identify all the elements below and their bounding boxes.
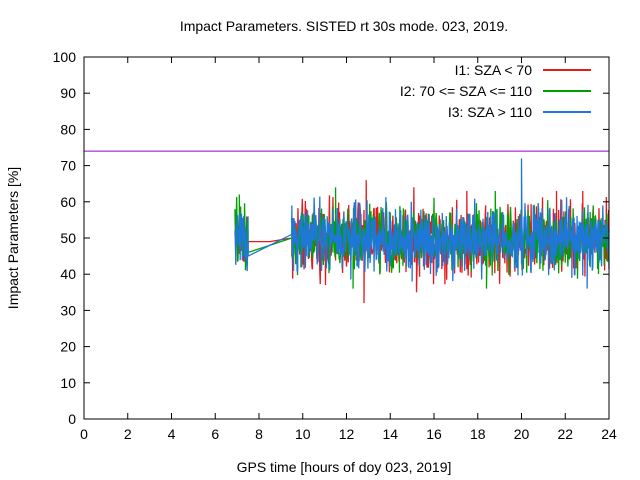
x-tick-label: 6 (211, 426, 219, 442)
x-tick-label: 16 (426, 426, 442, 442)
x-tick-label: 20 (514, 426, 530, 442)
y-tick-label: 50 (60, 230, 76, 246)
series-3 (234, 158, 610, 289)
y-tick-label: 0 (68, 411, 76, 427)
x-tick-label: 8 (255, 426, 263, 442)
x-tick-label: 10 (295, 426, 311, 442)
y-tick-label: 30 (60, 302, 76, 318)
x-tick-label: 4 (168, 426, 176, 442)
y-tick-label: 90 (60, 85, 76, 101)
legend-label-3: I3: SZA > 110 (448, 104, 532, 120)
x-tick-label: 14 (382, 426, 398, 442)
x-tick-label: 24 (601, 426, 617, 442)
x-tick-label: 12 (339, 426, 355, 442)
plot-layer (84, 150, 610, 304)
legend: I1: SZA < 70 I2: 70 <= SZA <= 110 I3: SZA … (400, 62, 591, 120)
x-tick-label: 22 (557, 426, 573, 442)
y-tick-label: 60 (60, 194, 76, 210)
series-line-3 (234, 158, 610, 289)
y-tick-label: 80 (60, 121, 76, 137)
legend-label-2: I2: 70 <= SZA <= 110 (400, 83, 532, 99)
axis-layer: 0 2 4 6 8 10 12 14 16 18 20 22 240102030405060708090… (53, 49, 617, 442)
legend-label-1: I1: SZA < 70 (455, 62, 533, 78)
y-tick-label: 70 (60, 158, 76, 174)
x-axis-title: GPS time [hours of doy 023, 2019] (237, 459, 452, 475)
chart-title: Impact Parameters. SISTED rt 30s mode. 0… (180, 18, 508, 34)
y-tick-label: 20 (60, 339, 76, 355)
x-tick-label: 18 (470, 426, 486, 442)
x-tick-label: 2 (124, 426, 132, 442)
y-axis-title: Impact Parameters [%] (5, 167, 21, 309)
x-tick-label: 0 (80, 426, 88, 442)
y-tick-label: 100 (53, 49, 77, 65)
y-tick-label: 40 (60, 266, 76, 282)
y-tick-label: 10 (60, 375, 76, 391)
